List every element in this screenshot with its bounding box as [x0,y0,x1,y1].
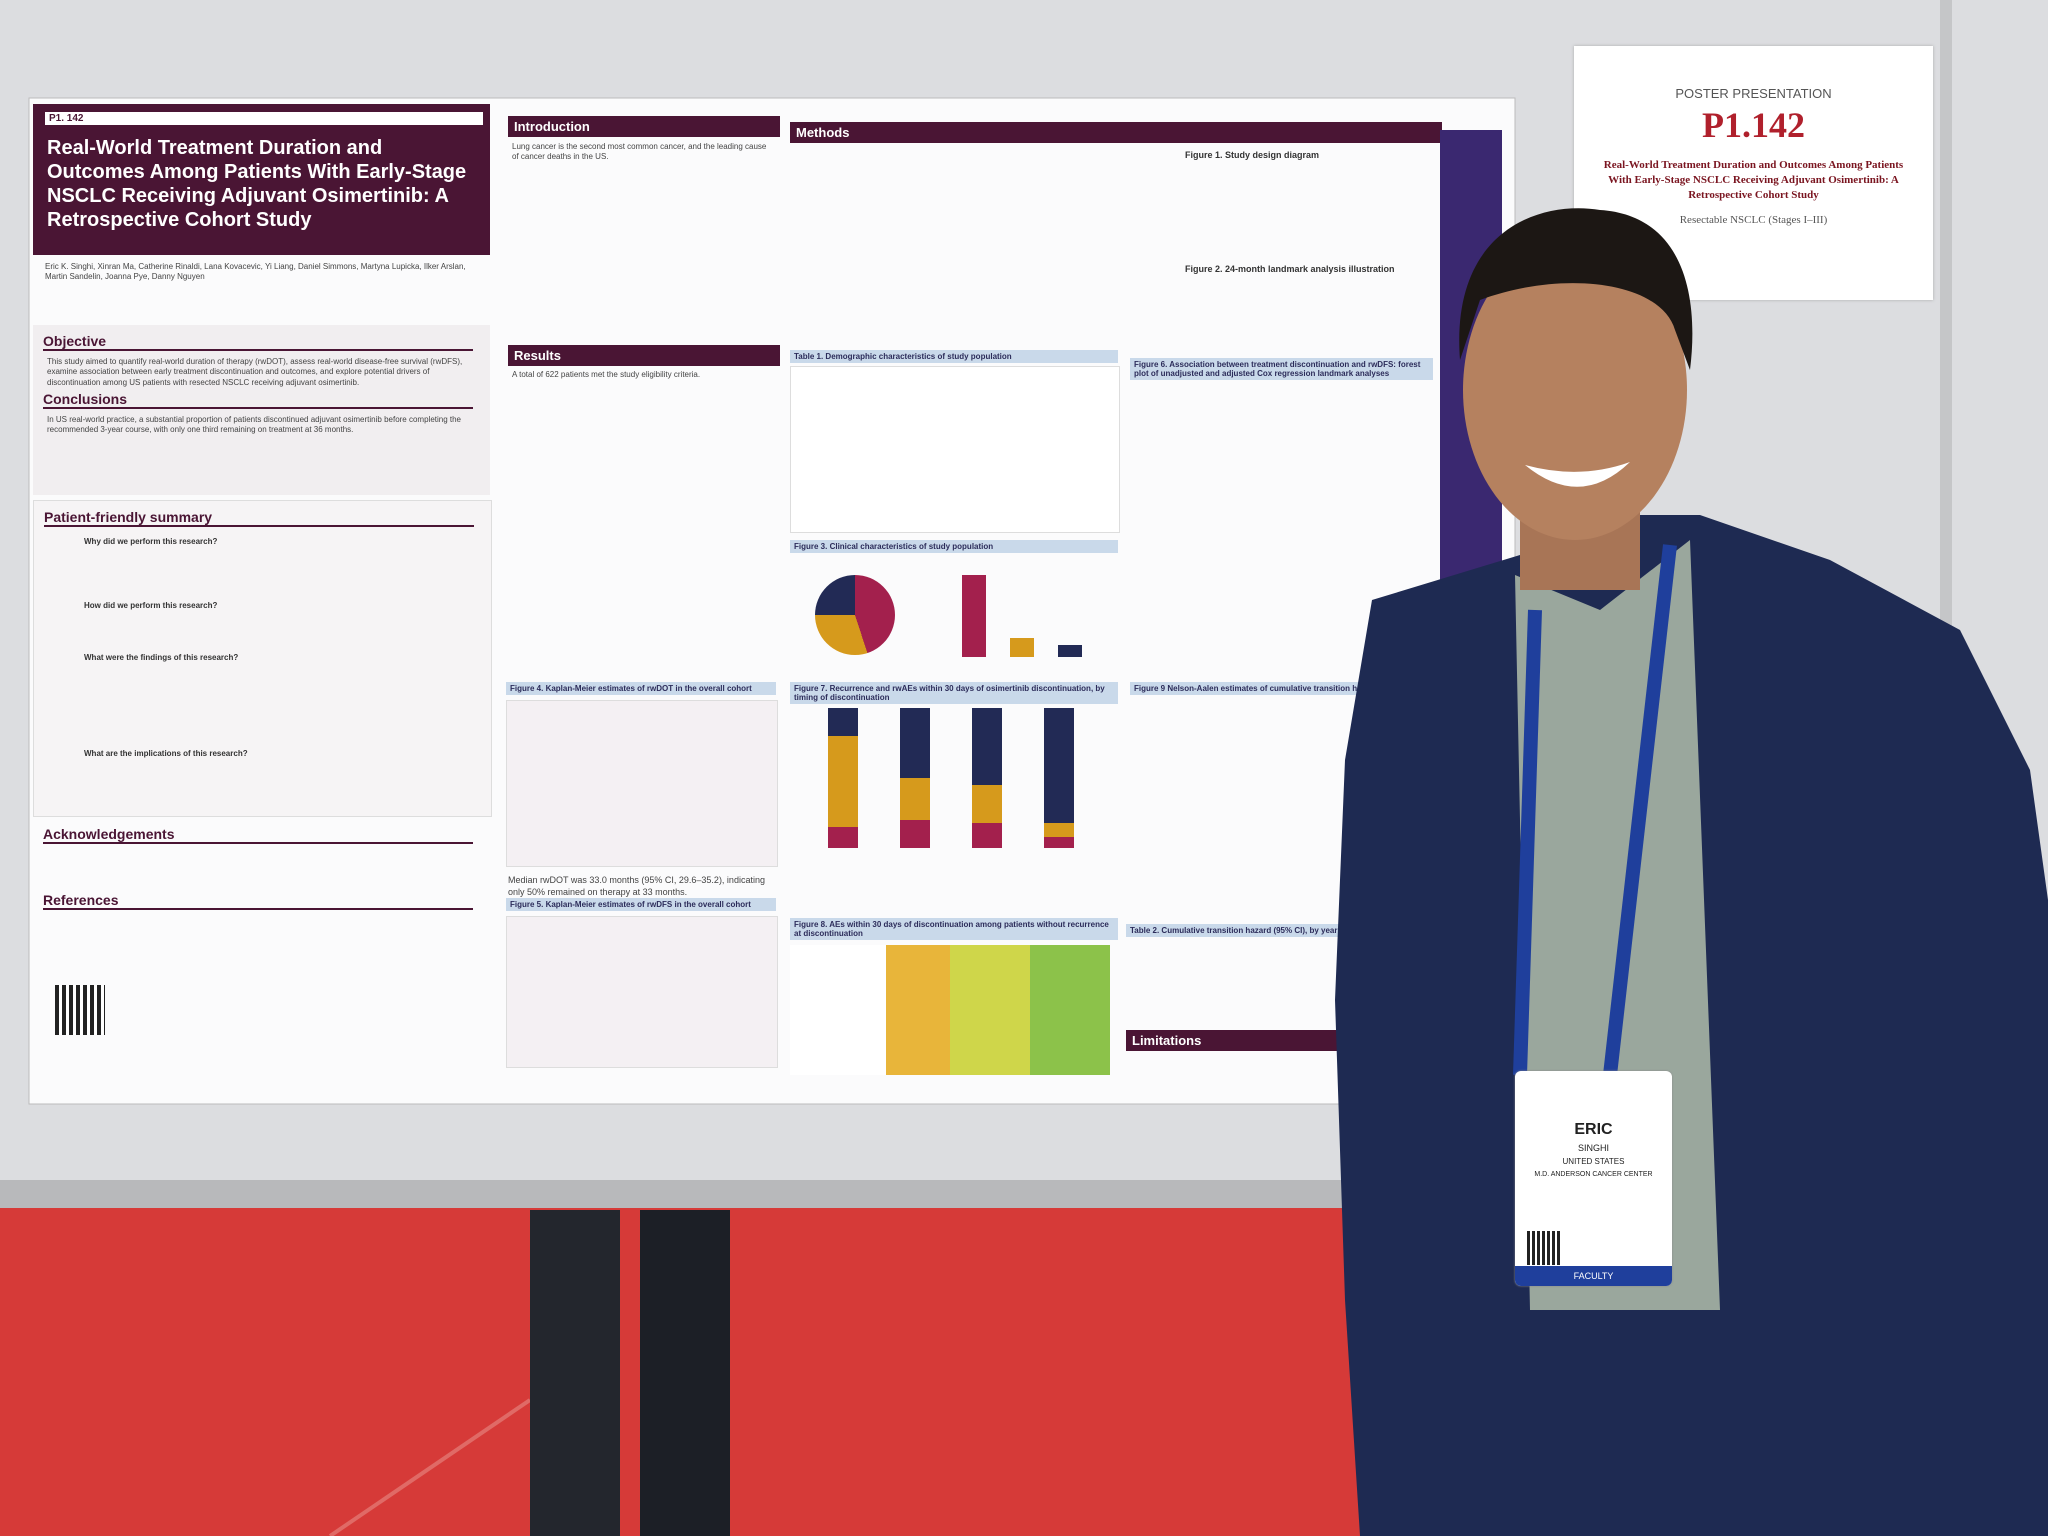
lanyard [1603,544,1677,1076]
section-heading: Acknowledgements [43,826,473,844]
bar-graphic [1058,645,1082,657]
sign-subtitle: Resectable NSCLC (Stages I–III) [1679,214,1828,226]
badge-institution: M.D. ANDERSON CANCER CENTER [1534,1171,1653,1178]
smile [1525,462,1630,487]
objective-panel: Objective This study aimed to quantify r… [33,325,490,495]
section-text: In US real-world practice, a substantial… [47,415,462,435]
table [790,366,1120,533]
stacked-bar-graphic [828,708,858,848]
poster-title: Real-World Treatment Duration and Outcom… [47,137,467,231]
leg [640,1210,730,1536]
face [1463,240,1687,540]
sign-session: POSTER PRESENTATION [1675,86,1832,101]
poster-id: P1. 142 [45,112,483,125]
title-block: P1. 142 Real-World Treatment Duration an… [33,104,490,255]
section-text: A total of 622 patients met the study el… [512,370,701,379]
badge-country: UNITED STATES [1562,1157,1625,1166]
km-plot [506,916,778,1068]
figure-caption: Figure 5. Kaplan-Meier estimates of rwDF… [506,898,776,911]
bar-graphic [1010,638,1034,657]
sign-code: P1.142 [1702,105,1805,145]
figure-caption: Table 1. Demographic characteristics of … [790,350,1118,363]
badge-role: FACULTY [1515,1266,1672,1286]
section-text: This study aimed to quantify real-world … [47,357,463,387]
figure-caption: Figure 1. Study design diagram [1185,150,1320,160]
figure-caption: Figure 7. Recurrence and rwAEs within 30… [790,682,1118,704]
section-heading: Patient-friendly summary [44,509,474,527]
carpet-line [328,1398,532,1536]
section-text: Lung cancer is the second most common ca… [512,142,767,162]
figure-caption: Figure 3. Clinical characteristics of st… [790,540,1118,553]
figure-caption: Figure 8. AEs within 30 days of disconti… [790,918,1118,940]
stacked-bar-graphic [1044,708,1074,848]
lanyard [1513,609,1542,1076]
name-badge: ERIC SINGHI UNITED STATES M.D. ANDERSON … [1515,1071,1672,1286]
leg [530,1210,620,1536]
section-heading: Results [508,345,780,366]
section-heading: References [43,892,473,910]
pie-graphic [815,575,895,655]
poster-sign: POSTER PRESENTATION P1.142 Real-World Tr… [1574,46,1933,300]
hair [1459,208,1693,370]
sign-title: Real-World Treatment Duration and Outcom… [1603,159,1904,201]
question: What were the findings of this research? [84,653,239,662]
bar-graphic [962,575,986,657]
figure-caption: Figure 4. Kaplan-Meier estimates of rwDO… [506,682,776,695]
figure-caption: Figure 2. 24-month landmark analysis ill… [1185,264,1395,274]
stacked-bar-graphic [972,708,1002,848]
question: What are the implications of this resear… [84,749,248,758]
section-heading: Methods [790,122,1442,143]
summary-panel: Patient-friendly summary Why did we perf… [33,500,492,817]
km-plot [506,700,778,867]
authors: Eric K. Singhi, Xinran Ma, Catherine Rin… [45,262,466,282]
question: How did we perform this research? [84,601,218,610]
section-heading: Objective [43,333,473,351]
heatmap-table [790,945,1110,1075]
badge-qr [1527,1231,1561,1265]
section-heading: Introduction [508,116,780,137]
question: Why did we perform this research? [84,537,218,546]
badge-first-name: ERIC [1574,1121,1613,1138]
badge-last-name: SINGHI [1577,1143,1609,1153]
stacked-bar-graphic [900,708,930,848]
qr-code [55,985,105,1035]
section-text: Median rwDOT was 33.0 months (95% CI, 29… [508,875,765,897]
figure-caption: Figure 6. Association between treatment … [1130,358,1433,380]
section-heading: Conclusions [43,391,473,409]
